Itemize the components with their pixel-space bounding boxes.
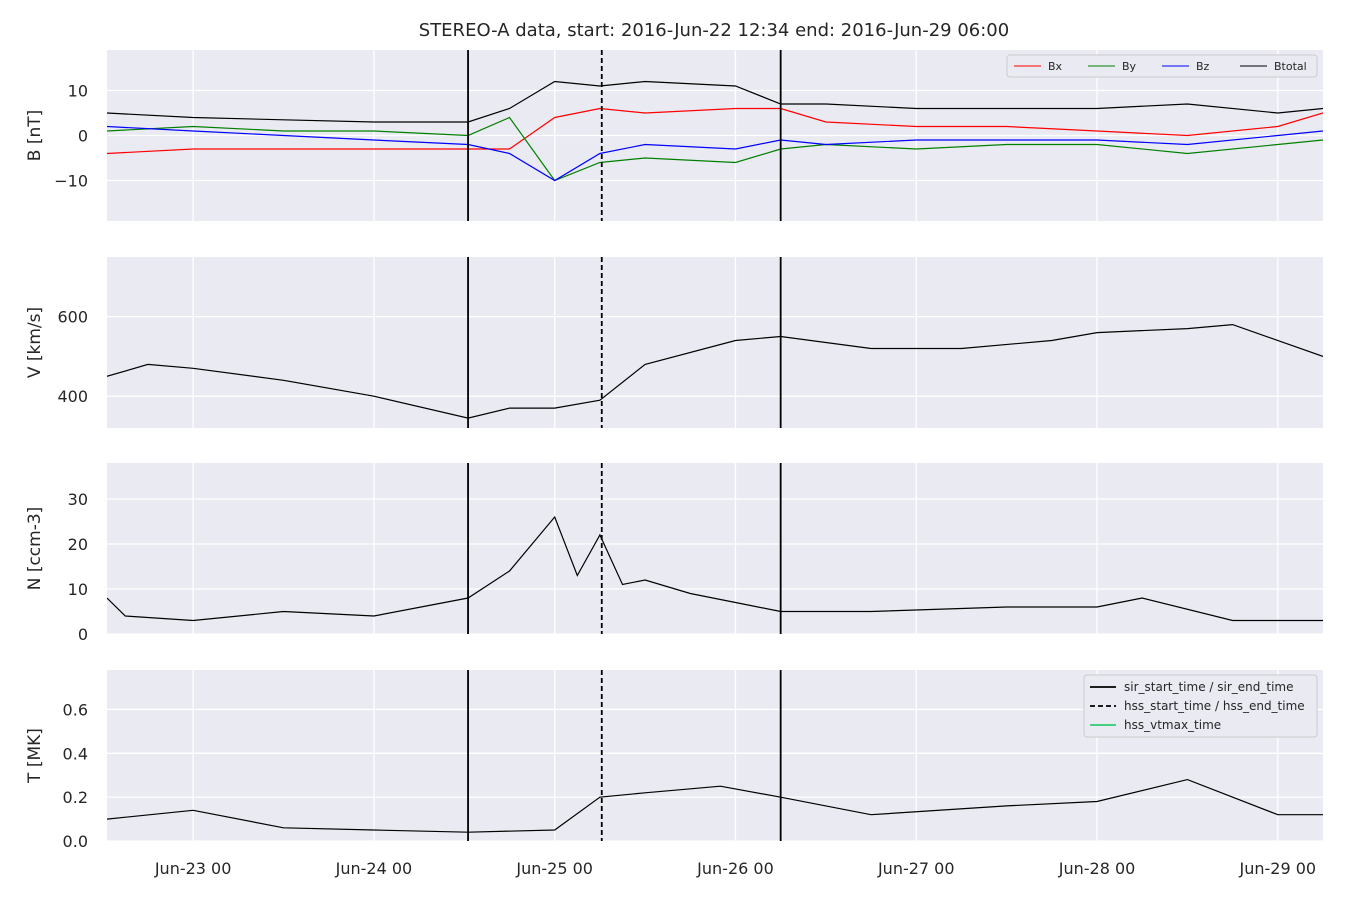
legend-b: Bx By Bz Btotal [1006,54,1318,78]
legend-t-box [1083,674,1318,738]
panel-V: 400 600 V [km/s] [25,257,1323,428]
y-axis-label-T: T [MK] [25,728,45,784]
series-line-B-bx [107,107,1323,155]
legend-label-btotal: Btotal [1274,60,1307,73]
y-tick-label: 30 [68,490,88,509]
series-line-B-bz [107,125,1323,182]
y-tick-label: 20 [68,535,88,554]
legend-label-bx: Bx [1048,60,1063,73]
y-tick-label: 0 [78,127,88,146]
y-tick-label: 400 [57,387,88,406]
series-line-N-data [107,515,1323,622]
legend-label-event: hss_vtmax_time [1124,718,1221,732]
plot-area-N [107,463,1323,634]
y-axis-label-V: V [km/s] [25,307,45,378]
series-line-T-data [107,778,1323,833]
y-tick-label: 0.2 [63,788,88,807]
y-tick-label: 0 [78,625,88,644]
y-axis-label-B: B [nT] [25,110,45,162]
x-tick-label: Jun-23 00 [154,859,232,878]
x-tick-label: Jun-29 00 [1239,859,1317,878]
x-tick-label: Jun-27 00 [877,859,955,878]
series-line-B-by [107,116,1323,182]
legend-label-by: By [1122,60,1137,73]
legend-label-event: sir_start_time / sir_end_time [1124,680,1294,694]
plot-area-V [107,257,1323,428]
y-tick-label: 10 [68,580,88,599]
panel-T: Jun-23 00 Jun-24 00 Jun-25 00 Jun-26 00 Jun-… [25,670,1323,878]
x-tick-label: Jun-28 00 [1058,859,1136,878]
y-tick-label: 600 [57,308,88,327]
y-axis-label-N: N [ccm-3] [25,507,45,591]
legend-label-bz: Bz [1196,60,1210,73]
x-tick-label: Jun-25 00 [515,859,593,878]
y-tick-label: 10 [68,82,88,101]
chart-title: STEREO-A data, start: 2016-Jun-22 12:34 … [419,20,1009,41]
y-tick-label: −10 [54,172,88,191]
y-tick-label: 0.4 [63,744,88,763]
y-tick-label: 0.6 [63,700,88,719]
panels: −10 0 10 B [nT] Bx By Bz Btotal 400 600 V [km/s] 0 1… [25,50,1323,878]
x-tick-label: Jun-24 00 [335,859,413,878]
panel-B: −10 0 10 B [nT] Bx By Bz Btotal [25,50,1323,221]
panel-N: 0 10 20 30 N [ccm-3] [25,463,1323,644]
x-tick-label: Jun-26 00 [696,859,774,878]
series-line-V-data [107,323,1323,419]
series-line-B-btotal [107,80,1323,123]
y-tick-label: 0.0 [63,832,88,851]
legend-label-event: hss_start_time / hss_end_time [1124,699,1305,713]
legend-t: sir_start_time / sir_end_time hss_start_t… [1083,674,1318,738]
